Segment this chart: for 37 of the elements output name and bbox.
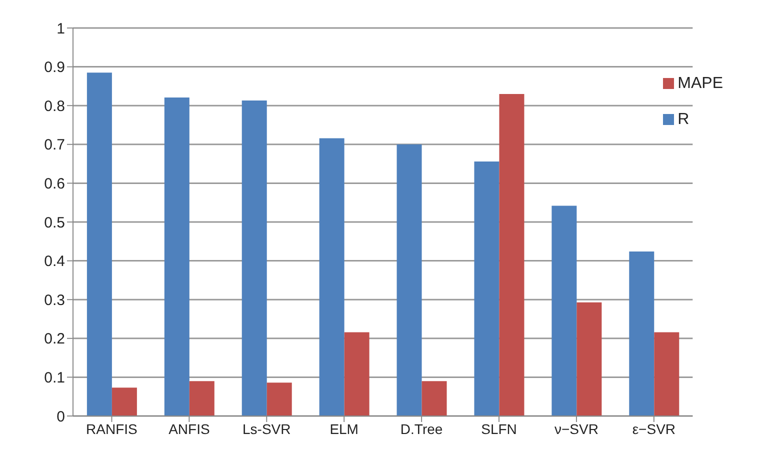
bar (112, 388, 137, 416)
y-tick-label: 0.1 (44, 370, 65, 387)
y-tick-label: 0.8 (44, 98, 65, 115)
y-tick-label: 0.6 (44, 176, 65, 193)
x-tick-label: SLFN (481, 420, 517, 437)
legend-label: R (678, 111, 690, 128)
x-tick-label: D.Tree (400, 420, 443, 437)
y-tick-label: 0.7 (44, 136, 65, 154)
bar (629, 251, 654, 416)
y-tick-label: 0.3 (44, 292, 65, 309)
legend-label: MAPE (678, 75, 723, 92)
x-tick-label: Ls-SVR (242, 420, 291, 437)
x-tick-label: RANFIS (86, 420, 138, 437)
x-tick-label: ELM (330, 420, 358, 437)
bar (499, 94, 524, 416)
bar (266, 382, 292, 416)
bar (422, 381, 447, 416)
x-tick-label: ANFIS (168, 420, 210, 437)
y-tick-label: 0.9 (44, 59, 65, 76)
bar (552, 206, 577, 416)
bar (396, 144, 422, 416)
y-tick-label: 0.4 (44, 253, 65, 270)
y-tick-label: 0.2 (44, 330, 65, 348)
x-tick-label: ε−SVR (632, 420, 676, 437)
bar (319, 138, 344, 416)
y-tick-label: 1 (56, 20, 65, 38)
x-tick-label: ν−SVR (554, 420, 598, 437)
bar (474, 161, 500, 416)
y-tick-label: 0 (56, 408, 65, 426)
bar (86, 72, 112, 416)
bar (164, 97, 190, 416)
bar (344, 332, 370, 416)
bar (576, 302, 602, 416)
bar (242, 100, 267, 416)
bar (189, 381, 214, 416)
y-tick-label: 0.5 (44, 214, 65, 232)
bar (654, 332, 680, 416)
